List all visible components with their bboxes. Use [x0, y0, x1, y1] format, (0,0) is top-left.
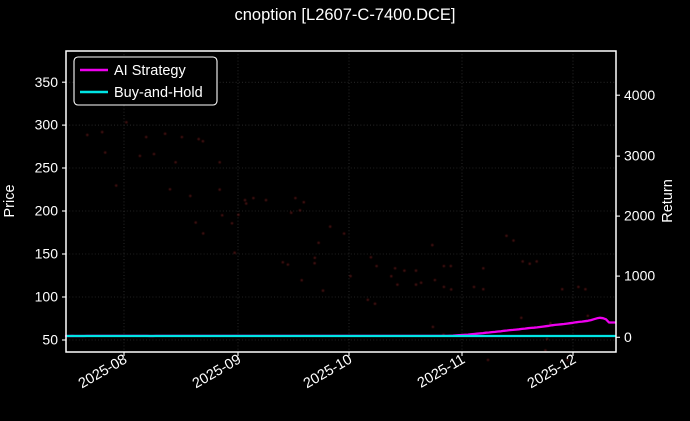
svg-text:100: 100	[35, 289, 59, 305]
svg-text:0: 0	[624, 329, 632, 345]
svg-text:50: 50	[42, 332, 58, 348]
svg-text:150: 150	[35, 246, 59, 262]
svg-text:4000: 4000	[624, 87, 655, 103]
svg-text:Return: Return	[660, 179, 676, 223]
svg-text:350: 350	[35, 74, 59, 90]
svg-text:3000: 3000	[624, 148, 655, 164]
svg-text:250: 250	[35, 160, 59, 176]
svg-text:cnoption [L2607-C-7400.DCE]: cnoption [L2607-C-7400.DCE]	[234, 6, 455, 24]
svg-text:200: 200	[35, 203, 59, 219]
svg-text:300: 300	[35, 117, 59, 133]
svg-text:2000: 2000	[624, 208, 655, 224]
svg-text:Buy-and-Hold: Buy-and-Hold	[114, 85, 203, 101]
svg-text:Price: Price	[2, 184, 18, 217]
svg-text:1000: 1000	[624, 268, 655, 284]
svg-text:AI Strategy: AI Strategy	[114, 63, 186, 79]
